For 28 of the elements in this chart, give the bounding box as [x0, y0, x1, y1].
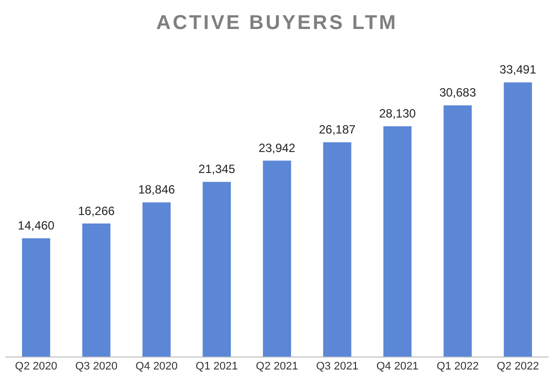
data-label: 16,266	[78, 204, 116, 218]
data-label: 14,460	[18, 218, 55, 233]
bar	[142, 202, 171, 357]
x-tick-label: Q1 2022	[436, 360, 479, 372]
x-tick-label: Q4 2021	[376, 360, 419, 372]
x-tick-label: Q2 2020	[15, 360, 58, 372]
bar	[202, 182, 231, 357]
x-tick-label: Q2 2021	[256, 360, 298, 372]
x-tick-label: Q2 2022	[496, 360, 539, 372]
data-label: 33,491	[500, 62, 537, 77]
data-label: 18,846	[138, 182, 176, 197]
data-label: 21,345	[198, 162, 236, 176]
bar	[323, 142, 352, 357]
x-tick-label: Q3 2021	[316, 360, 358, 372]
data-label: 26,187	[318, 122, 356, 137]
x-tick-label: Q3 2020	[75, 360, 118, 372]
data-label: 23,942	[258, 140, 296, 155]
x-tick-label: Q4 2020	[135, 360, 178, 372]
bar	[504, 82, 532, 357]
data-label: 30,683	[439, 86, 476, 100]
bar	[22, 238, 50, 357]
chart-title: ACTIVE BUYERS LTM	[155, 11, 399, 36]
bar	[262, 160, 292, 357]
data-label: 28,130	[379, 106, 416, 121]
x-tick-label: Q1 2021	[196, 360, 238, 372]
bar	[82, 224, 110, 357]
bar	[444, 105, 472, 357]
bar	[383, 126, 412, 357]
